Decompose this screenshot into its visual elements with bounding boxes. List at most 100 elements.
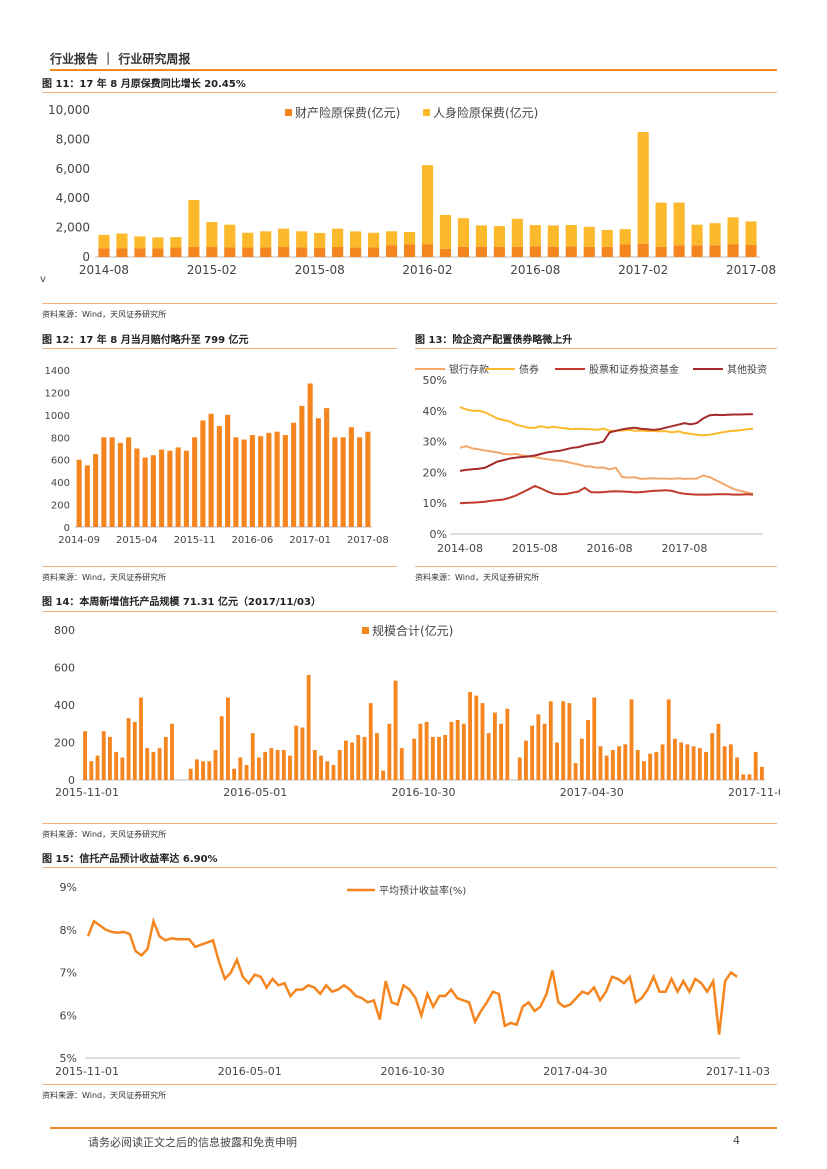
fig11-bar-property	[727, 244, 739, 257]
fig14-bar	[635, 750, 640, 780]
fig14-bar	[350, 742, 355, 780]
fig11-chart: 0 2,000 4,000 6,000 8,000 10,000 2014-08 2015-0…	[40, 103, 776, 285]
fig12-ytick: 1000	[45, 411, 70, 422]
fig13-title: 图 13：险企资产配置债券略微上升	[415, 335, 573, 346]
fig14-ytick: 800	[54, 624, 75, 637]
fig12-bar	[93, 454, 99, 527]
fig15-xtick: 2017-11-03	[706, 1065, 770, 1078]
fig15-source: 资料来源：Wind，天风证券研究所	[42, 1091, 167, 1100]
fig11-xtick: 2017-02	[618, 263, 668, 277]
fig14-bar	[443, 735, 448, 780]
fig13-title-rule	[415, 348, 777, 349]
fig14-bar	[201, 761, 206, 780]
disclaimer-text: 请务必阅读正文之后的信息披露和免责申明	[88, 1136, 297, 1149]
fig11-source: 资料来源：Wind，天风证券研究所	[42, 310, 167, 319]
fig11-bar-life	[619, 229, 631, 245]
fig14-bar	[598, 746, 603, 780]
fig15-ytick: 9%	[60, 881, 77, 894]
fig14-bar	[716, 723, 721, 780]
fig11-bar-property	[314, 247, 326, 257]
fig11-bar-life	[224, 224, 236, 248]
fig13-xtick: 2014-08	[437, 542, 483, 555]
fig14-legend: 规模合计(亿元)	[372, 623, 453, 638]
fig14-bar	[151, 751, 156, 780]
fig14-bar	[424, 721, 429, 780]
fig12-bottom-rule	[42, 566, 397, 567]
fig14-bar	[691, 746, 696, 780]
fig14-bar	[449, 721, 454, 780]
fig11-bar-life	[206, 222, 218, 248]
fig14-bar	[114, 751, 119, 780]
fig11-bar-life	[116, 233, 128, 249]
fig14-bar	[188, 768, 193, 780]
fig14-bar	[722, 746, 727, 780]
fig14-bar	[132, 721, 137, 780]
fig11-bar-property	[206, 247, 218, 257]
fig12-bar	[241, 439, 247, 527]
fig14-bar	[170, 723, 174, 780]
fig14-bar	[573, 763, 578, 780]
fig14-bar	[461, 723, 466, 780]
fig12-ytick: 600	[51, 456, 70, 467]
fig11-bar-life	[511, 218, 523, 247]
fig14-xtick: 2017-04-30	[560, 786, 624, 799]
fig12-bar	[159, 449, 165, 527]
fig12-bar	[365, 431, 371, 527]
fig14-bar	[710, 733, 715, 780]
fig15-xtick: 2016-05-01	[218, 1065, 282, 1078]
fig11-bar-life	[314, 232, 326, 248]
fig12-bar	[291, 422, 297, 527]
fig12-xtick: 2017-08	[347, 535, 389, 546]
fig15-ytick: 7%	[60, 967, 77, 980]
fig14-bar	[375, 733, 379, 780]
fig11-legend-property: 财产险原保费(亿元)	[295, 105, 400, 120]
fig11-bar-property	[116, 248, 128, 257]
fig12-xtick: 2015-11	[174, 535, 216, 546]
fig14-bar	[480, 703, 485, 780]
fig13-xtick: 2017-08	[661, 542, 707, 555]
fig11-bar-property	[368, 247, 380, 257]
fig12-ytick: 1400	[45, 366, 70, 377]
fig13-ytick: 30%	[423, 436, 447, 449]
fig14-bar	[225, 697, 230, 780]
fig12-bar	[282, 435, 288, 527]
fig14-bar	[697, 748, 702, 780]
fig15-ytick: 8%	[60, 924, 77, 937]
fig14-bar	[536, 714, 541, 780]
fig12-bar	[126, 437, 132, 527]
report-header: 行业报告 ｜ 行业研究周报	[50, 52, 191, 66]
fig12-bar	[299, 405, 305, 527]
fig12-ytick: 0	[64, 523, 70, 534]
fig11-xtick: 2016-02	[402, 263, 452, 277]
fig14-title-rule	[42, 611, 777, 612]
fig11-bar-life	[457, 218, 470, 247]
header-rule	[50, 69, 777, 71]
fig11-title-rule	[42, 92, 777, 93]
fig13-line-3	[459, 413, 753, 472]
fig14-bar	[294, 725, 299, 780]
fig11-bar-life	[637, 132, 649, 244]
fig11-bar-property	[350, 247, 362, 257]
fig11-bar-property	[547, 246, 559, 257]
fig14-bar	[704, 751, 708, 780]
fig11-bar-property	[619, 244, 631, 257]
fig14-bar	[412, 738, 417, 780]
fig14-bottom-rule	[42, 823, 777, 824]
fig11-bar-property	[565, 246, 577, 257]
fig11-ytick: 4,000	[56, 191, 90, 205]
fig11-bar-property	[637, 243, 649, 257]
fig11-bar-life	[242, 232, 254, 248]
fig12-bar	[84, 465, 90, 527]
fig14-bar	[213, 750, 218, 780]
fig12-ytick: 1200	[45, 388, 70, 399]
fig11-bar-life	[188, 199, 200, 248]
fig14-bar	[381, 770, 386, 780]
fig11-bar-life	[421, 165, 434, 245]
fig11-bar-property	[457, 246, 470, 257]
fig11-bar-life	[493, 226, 505, 247]
fig11-bar-property	[224, 247, 236, 257]
fig13-line-0	[459, 445, 754, 495]
fig11-bar-life	[152, 237, 164, 249]
fig14-bar	[579, 738, 584, 780]
fig11-bar-life	[655, 202, 667, 247]
